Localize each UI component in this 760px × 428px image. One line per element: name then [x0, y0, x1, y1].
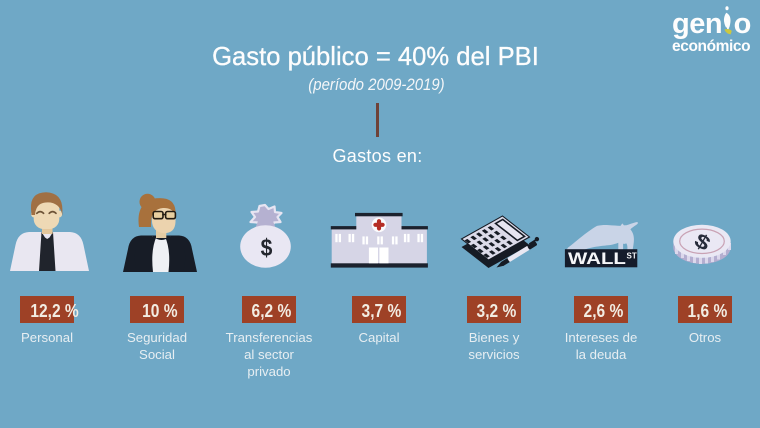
svg-text:WALL: WALL: [568, 249, 626, 268]
svg-text:$: $: [261, 234, 273, 261]
svg-text:ST: ST: [627, 252, 637, 261]
